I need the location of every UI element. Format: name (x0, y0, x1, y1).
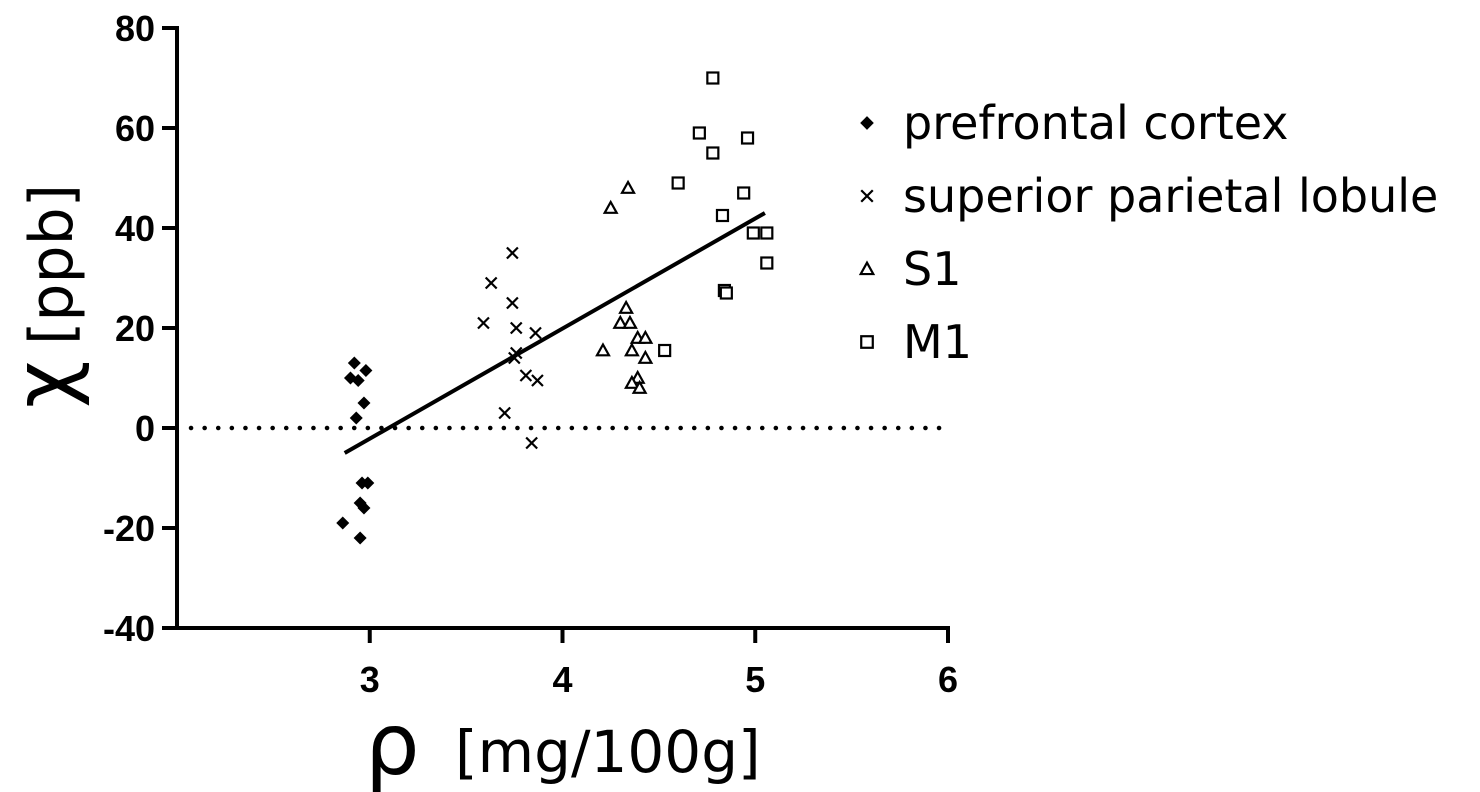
regression-fit-line (343, 211, 766, 455)
legend-item: S1 (858, 242, 961, 296)
data-point (506, 296, 519, 310)
legend-marker (860, 335, 874, 349)
data-point (484, 276, 498, 290)
data-point (631, 379, 648, 394)
data-point (706, 146, 720, 160)
legend-label: prefrontal cortex (903, 96, 1289, 150)
data-point (620, 179, 636, 194)
data-point (529, 326, 542, 340)
data-point (760, 226, 774, 240)
data-point (760, 256, 774, 270)
data-point (719, 286, 733, 300)
legend-label: S1 (903, 242, 961, 296)
legend: prefrontal cortex superior parietal lobul… (858, 96, 1438, 369)
y-tick-label: 40 (115, 208, 155, 249)
data-point (357, 396, 371, 410)
series-superior-parietal-lobule (477, 246, 544, 450)
data-point (737, 186, 751, 200)
data-point (624, 342, 640, 357)
data-point (637, 329, 654, 344)
data-point (740, 131, 755, 145)
tick-marks: -40 -20 0 20 40 60 80 3 4 5 6 (103, 8, 958, 700)
data-point (509, 321, 523, 335)
data-point (671, 176, 685, 190)
data-point (357, 501, 371, 515)
y-tick-label: 60 (115, 108, 155, 149)
data-point (637, 349, 654, 364)
data-point (612, 314, 629, 329)
data-point (359, 364, 373, 377)
x-tick-label: 4 (552, 659, 572, 700)
data-point (477, 316, 490, 330)
y-tick-label: 20 (115, 308, 155, 349)
legend-item: M1 (860, 315, 972, 369)
x-axis-label-unit: [mg/100g] (455, 718, 761, 786)
data-point (336, 516, 350, 530)
data-point (746, 226, 760, 240)
data-point (349, 411, 363, 425)
x-tick-label: 3 (360, 659, 380, 700)
data-point (519, 369, 533, 382)
data-point (531, 374, 544, 387)
legend-item: superior parietal lobule (860, 169, 1438, 223)
legend-item: prefrontal cortex (860, 96, 1289, 150)
data-point (618, 299, 634, 314)
plot-area (188, 71, 947, 545)
data-point (508, 351, 521, 365)
data-point (658, 343, 672, 358)
data-point (624, 374, 640, 389)
data-point (622, 314, 638, 329)
x-tick-label: 5 (745, 659, 765, 700)
data-point (692, 126, 706, 140)
data-point (602, 199, 619, 214)
series-s1 (595, 179, 654, 394)
y-axis-label-symbol: χ (0, 361, 92, 408)
y-axis-label-unit: [ppb] (17, 184, 87, 345)
y-tick-label: -40 (103, 608, 155, 649)
data-point (525, 436, 538, 450)
data-point (715, 208, 730, 223)
x-axis-label-symbol: ρ (365, 695, 420, 792)
legend-marker (858, 260, 876, 276)
legend-marker (860, 116, 874, 130)
legend-label: superior parietal lobule (903, 169, 1438, 223)
x-tick-label: 6 (938, 659, 958, 700)
series-prefrontal-cortex (336, 356, 375, 545)
series-m1 (658, 71, 774, 358)
data-point (506, 246, 519, 260)
data-point (498, 406, 511, 420)
data-point (706, 71, 720, 85)
data-point (353, 531, 367, 545)
y-tick-label: 80 (115, 8, 155, 49)
data-point (347, 356, 361, 370)
legend-label: M1 (903, 315, 972, 369)
y-tick-label: 0 (135, 408, 155, 449)
y-tick-label: -20 (103, 508, 155, 549)
legend-marker (860, 189, 874, 203)
data-point (351, 374, 365, 387)
data-point (361, 476, 375, 490)
data-point (595, 342, 611, 357)
